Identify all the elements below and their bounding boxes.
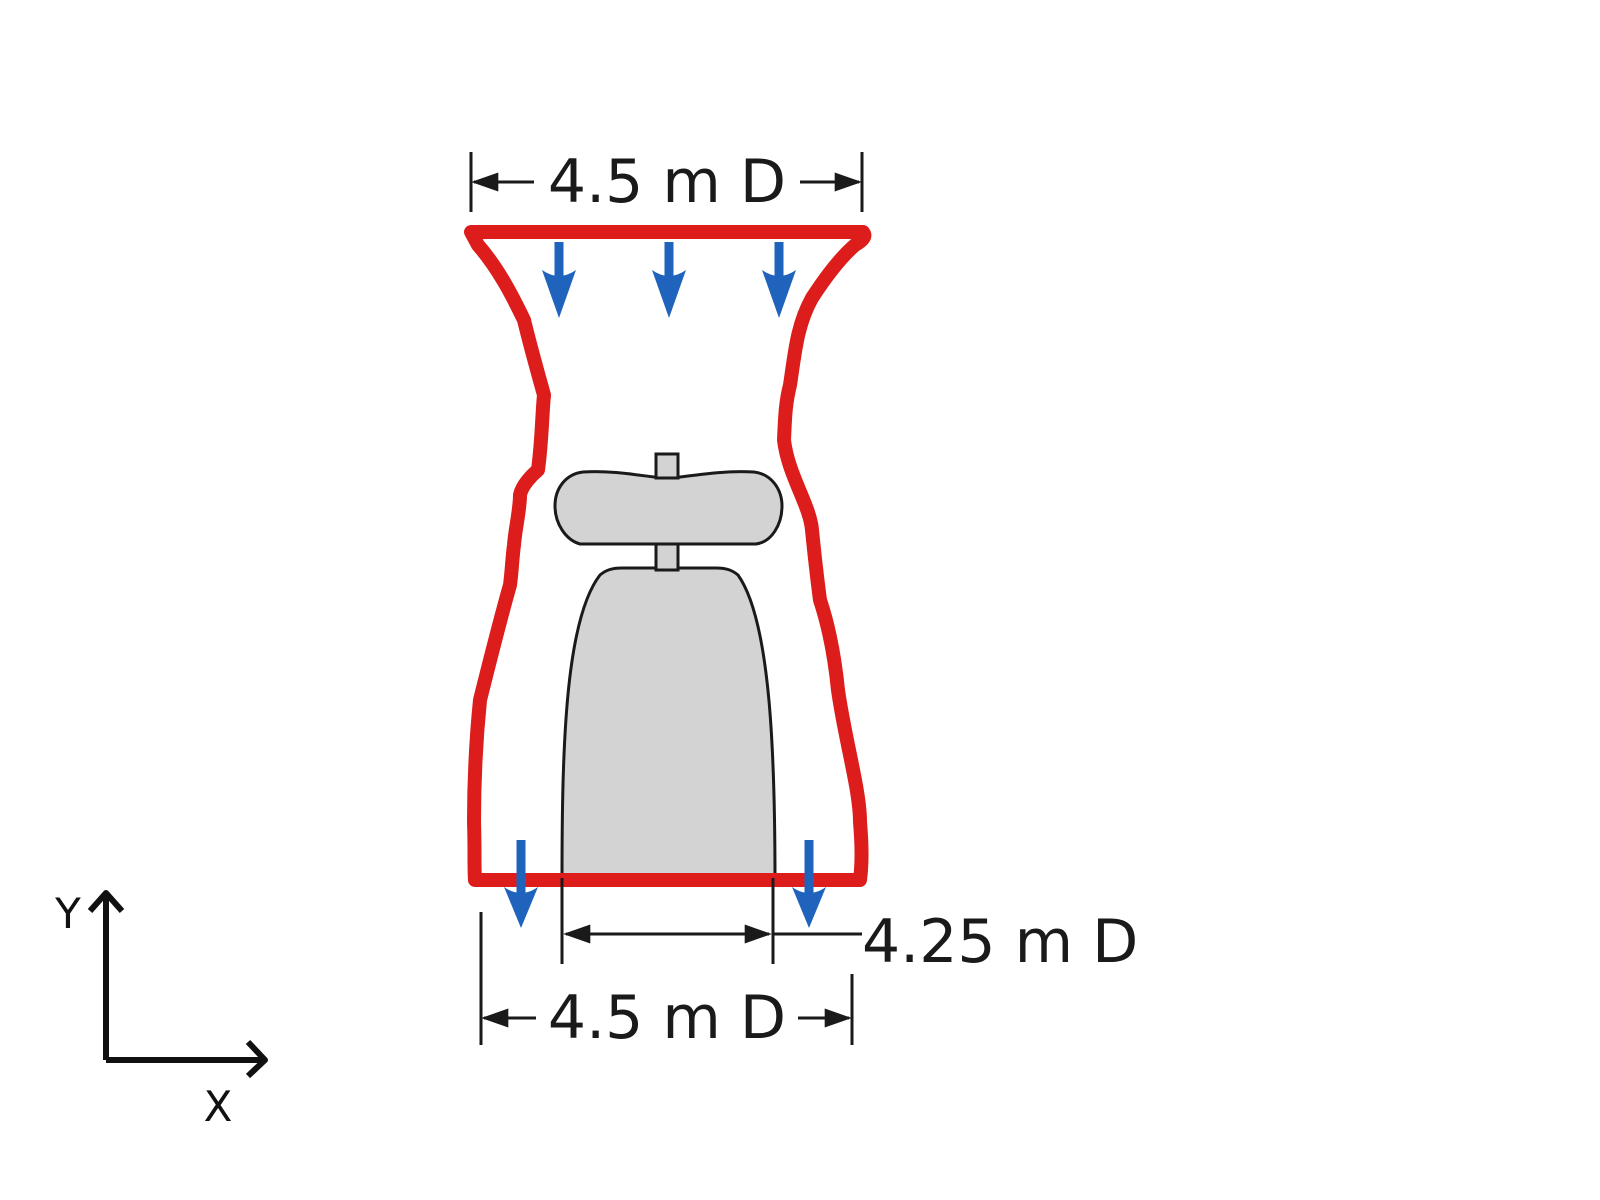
y-axis-label: Y: [54, 889, 81, 938]
xy-axes-icon: Y X: [54, 889, 265, 1131]
hub-cap: [656, 454, 678, 478]
x-axis-label: X: [204, 1082, 233, 1131]
body-shell: [562, 568, 775, 880]
down-arrow-icon: [542, 242, 576, 318]
down-arrow-icon: [762, 242, 796, 318]
inner-diameter-dimension: 4.25 m D: [562, 878, 1138, 977]
inflow-arrows: [542, 242, 796, 318]
bottom-diameter-label: 4.5 m D: [548, 983, 786, 1053]
top-diameter-dimension: 4.5 m D: [471, 147, 862, 217]
turbine-body: [555, 454, 782, 880]
down-arrow-icon: [652, 242, 686, 318]
hub-disc: [555, 472, 782, 544]
top-diameter-label: 4.5 m D: [548, 147, 786, 217]
inner-diameter-label: 4.25 m D: [862, 907, 1138, 977]
